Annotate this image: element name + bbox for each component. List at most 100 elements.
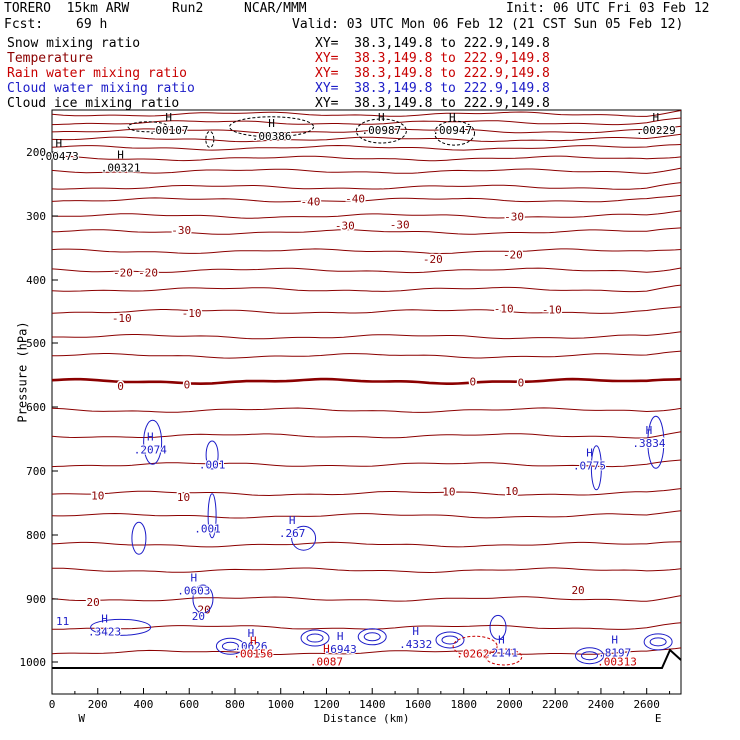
temperature-contour-label: -30	[171, 224, 191, 237]
cloud-water-max-h: H	[586, 447, 593, 460]
rain-max-h: H	[250, 635, 257, 648]
isotherm-line	[51, 167, 682, 174]
isotherm-line	[51, 488, 682, 497]
cloud-water-max-value: .2074	[134, 444, 167, 457]
x-tick-label: 0	[49, 698, 56, 711]
y-tick-label: 300	[26, 210, 46, 223]
temperature-contour-label: -10	[494, 302, 514, 315]
fcst-label: Fcst:	[4, 17, 44, 32]
temperature-contour-label: -30	[390, 218, 410, 231]
temperature-contour-label: 0	[184, 379, 191, 392]
x-tick-label: 2200	[542, 698, 569, 711]
cloud-water-contour	[357, 628, 387, 646]
cloud-ice-max-h: H	[117, 149, 124, 162]
temperature-contour-label: 10	[442, 485, 455, 498]
cloud-water-max-h: H	[498, 633, 505, 646]
temperature-contour-label: 10	[91, 489, 104, 502]
temperature-contour-label: 20	[87, 596, 100, 609]
cloud-water-contour	[90, 618, 152, 636]
isotherm-line	[51, 267, 682, 274]
cloud-water-max-value: .3834	[632, 437, 665, 450]
x-tick-label: 800	[225, 698, 245, 711]
temperature-contour-label: -40	[301, 195, 321, 208]
temperature-contour-label: 20	[571, 584, 584, 597]
isotherm-line	[52, 331, 682, 340]
y-tick-label: 700	[26, 465, 46, 478]
temperature-contour-label: -30	[504, 211, 524, 224]
x-tick-label: 1600	[405, 698, 432, 711]
x-tick-label: 1800	[450, 698, 477, 711]
isotherm-line	[51, 117, 682, 126]
cloud-water-contour	[649, 637, 667, 647]
model-title: TORERO 15km ARW	[4, 1, 130, 16]
cloud-ice-max-value: .00107	[149, 124, 189, 137]
cloud-water-contour	[647, 415, 665, 469]
temperature-contour-label: 0	[470, 375, 477, 388]
cloud-water-max-h: H	[289, 514, 296, 527]
cloud-water-contour	[441, 635, 459, 645]
temperature-contour-label: -20	[503, 248, 523, 261]
cloud-water-max-h: H	[337, 630, 344, 643]
y-axis-label: Pressure (hPa)	[15, 321, 30, 423]
valid-time: Valid: 03 UTC Mon 06 Feb 12 (21 CST Sun …	[292, 17, 684, 32]
isotherm-line	[51, 510, 682, 519]
isotherm-line	[51, 125, 682, 134]
cloud-ice-max-value: .00386	[252, 130, 292, 143]
y-tick-label: 900	[26, 593, 46, 606]
isotherm-line	[51, 541, 682, 548]
temperature-contour-label: -40	[345, 193, 365, 206]
field-xy-cloud-water: XY= 38.3,149.8 to 222.9,149.8	[315, 81, 550, 96]
field-name-cloud-ice: Cloud ice mixing ratio	[7, 96, 180, 111]
isotherm-line	[52, 567, 682, 574]
temperature-contour-label: 0	[518, 377, 525, 390]
cloud-water-max-value: .3423	[88, 626, 121, 639]
cloud-water-max-value: .001	[194, 522, 221, 535]
isotherm-line	[51, 595, 682, 602]
x-tick-label: 1000	[267, 698, 294, 711]
cloud-ice-max-value: .00321	[101, 162, 141, 175]
isotherm-line	[51, 133, 682, 143]
east-label: E	[655, 712, 662, 725]
cloud-ice-max-value: .00947	[432, 124, 472, 137]
isotherm-line	[51, 155, 682, 162]
cloud-water-max-value: .267	[279, 527, 306, 540]
field-name-temperature: Temperature	[7, 51, 94, 66]
cloud-ice-max-value: .00473	[39, 150, 79, 163]
cloud-ice-max-h: H	[378, 111, 385, 124]
temperature-contour-label: -20	[113, 266, 133, 279]
y-tick-label: 600	[26, 401, 46, 414]
x-tick-label: 600	[179, 698, 199, 711]
cloud-water-contour	[215, 637, 245, 655]
cloud-water-max-value: .0775	[573, 460, 606, 473]
cloud-water-contour	[221, 641, 239, 651]
side-label: 11	[56, 615, 69, 628]
cloud-water-max-value: .0626	[234, 640, 267, 653]
isotherm-line	[51, 144, 682, 151]
field-xy-snow: XY= 38.3,149.8 to 222.9,149.8	[315, 36, 550, 51]
temperature-contour-label: 20	[197, 604, 210, 617]
field-xy-rain: XY= 38.3,149.8 to 222.9,149.8	[315, 66, 550, 81]
cloud-ice-contour	[434, 120, 476, 146]
cloud-water-contour	[300, 629, 330, 647]
temperature-contour-label: -30	[335, 220, 355, 233]
isotherm-line	[51, 647, 682, 655]
temperature-contour-label: -20	[138, 266, 158, 279]
cloud-water-max-h: H	[190, 571, 197, 584]
isotherm-line	[51, 459, 682, 468]
cloud-water-contour	[192, 584, 214, 614]
plot-frame	[51, 109, 682, 695]
cloud-ice-max-h: H	[653, 111, 660, 124]
isotherm-line	[51, 227, 682, 235]
y-tick-label: 200	[26, 146, 46, 159]
rain-max-value: .0262	[456, 648, 489, 661]
cloud-water-contour	[435, 631, 465, 649]
y-tick-label: 500	[26, 337, 46, 350]
isotherm-line	[51, 306, 682, 314]
cloud-ice-max-h: H	[449, 111, 456, 124]
cloud-water-contour	[575, 647, 605, 665]
x-axis-label: Distance (km)	[323, 712, 409, 725]
org-label: NCAR/MMM	[244, 1, 307, 16]
isotherm-line	[51, 377, 682, 386]
cloud-water-contour	[131, 521, 147, 555]
